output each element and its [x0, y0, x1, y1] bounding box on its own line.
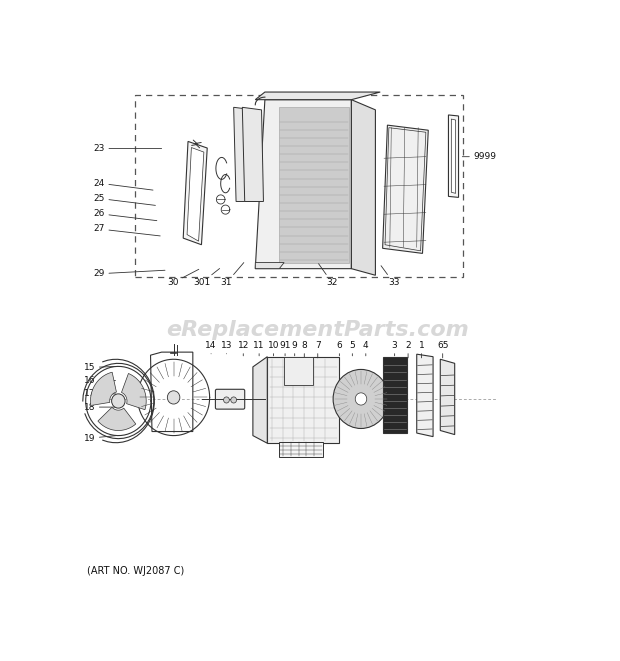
Polygon shape	[267, 357, 339, 444]
Polygon shape	[184, 141, 207, 245]
Circle shape	[167, 391, 180, 404]
Text: 27: 27	[94, 225, 160, 236]
Text: 91: 91	[280, 340, 291, 356]
Polygon shape	[284, 357, 313, 385]
Text: 4: 4	[363, 340, 369, 356]
Polygon shape	[255, 262, 284, 268]
Text: 23: 23	[94, 144, 162, 153]
Text: 10: 10	[268, 340, 279, 356]
Polygon shape	[242, 107, 264, 202]
Text: eReplacementParts.com: eReplacementParts.com	[166, 320, 469, 340]
Text: 31: 31	[221, 262, 244, 288]
Text: 13: 13	[221, 340, 232, 354]
Text: 25: 25	[94, 194, 156, 206]
Polygon shape	[122, 373, 146, 410]
Text: 11: 11	[254, 340, 265, 356]
Polygon shape	[279, 107, 349, 262]
Polygon shape	[383, 125, 428, 253]
Circle shape	[355, 393, 367, 405]
Text: 32: 32	[319, 264, 338, 288]
Text: 15: 15	[84, 363, 118, 372]
Circle shape	[112, 394, 125, 408]
Polygon shape	[279, 442, 322, 457]
Text: 5: 5	[350, 340, 355, 356]
Text: 9: 9	[292, 340, 298, 356]
Polygon shape	[253, 357, 267, 444]
Text: 29: 29	[94, 269, 165, 278]
Circle shape	[231, 397, 237, 403]
Text: 24: 24	[94, 178, 153, 190]
Polygon shape	[440, 360, 454, 434]
Text: 65: 65	[437, 340, 448, 358]
Text: 301: 301	[193, 268, 219, 288]
Text: 16: 16	[84, 376, 115, 385]
Text: 2: 2	[405, 340, 411, 358]
Polygon shape	[91, 372, 117, 405]
Polygon shape	[255, 92, 380, 100]
Text: 9999: 9999	[463, 152, 497, 161]
Circle shape	[224, 397, 229, 403]
FancyBboxPatch shape	[215, 389, 245, 409]
Polygon shape	[98, 407, 136, 430]
Polygon shape	[352, 100, 376, 275]
Text: 12: 12	[237, 340, 249, 356]
Polygon shape	[448, 115, 459, 198]
Polygon shape	[383, 357, 407, 433]
Text: 26: 26	[94, 209, 157, 221]
Text: 19: 19	[84, 434, 115, 443]
Text: 7: 7	[315, 340, 321, 358]
Text: 8: 8	[301, 340, 307, 358]
Polygon shape	[234, 107, 256, 202]
Text: 18: 18	[84, 403, 115, 412]
Polygon shape	[417, 354, 433, 437]
Polygon shape	[451, 119, 456, 193]
Text: 30: 30	[167, 269, 199, 288]
Text: 14: 14	[205, 340, 217, 354]
Text: 33: 33	[381, 266, 399, 288]
Text: 1: 1	[418, 340, 425, 358]
Text: 3: 3	[392, 340, 397, 356]
Text: 17: 17	[84, 389, 115, 399]
Text: 6: 6	[337, 340, 342, 356]
Circle shape	[333, 369, 389, 428]
Polygon shape	[255, 100, 352, 268]
Polygon shape	[187, 147, 204, 241]
Text: (ART NO. WJ2087 C): (ART NO. WJ2087 C)	[87, 566, 184, 576]
